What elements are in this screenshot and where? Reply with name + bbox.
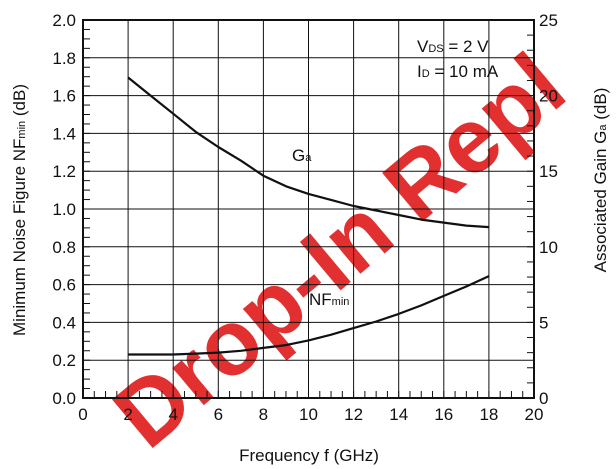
x-tick-labels: 0 2 4 6 8 10 12 14 16 18 20 bbox=[78, 405, 543, 424]
y-left-tick-label: 1.8 bbox=[52, 49, 76, 68]
y-left-tick-label: 0.8 bbox=[52, 238, 76, 257]
grid bbox=[83, 20, 534, 398]
y-left-tick-label: 2.0 bbox=[52, 11, 76, 30]
x-tick-label: 8 bbox=[259, 405, 268, 424]
series-line-nfmin bbox=[128, 275, 490, 356]
y-left-tick-label: 0.4 bbox=[52, 313, 76, 332]
series-line-ga bbox=[127, 76, 489, 229]
series-label-ga: Ga bbox=[292, 146, 312, 165]
y-left-tick-label: 0.2 bbox=[52, 351, 76, 370]
x-tick-label: 4 bbox=[168, 405, 177, 424]
y-right-tick-label: 10 bbox=[539, 238, 558, 257]
y-left-tick-label: 0.6 bbox=[52, 276, 76, 295]
y-left-tick-label: 1.2 bbox=[52, 162, 76, 181]
plot-frame bbox=[82, 19, 535, 399]
y-right-tick-label: 15 bbox=[539, 162, 558, 181]
watermark-text: Drop-In Repl bbox=[95, 34, 583, 467]
y-left-tick-labels: 0.0 0.2 0.4 0.6 0.8 1.0 1.2 1.4 1.6 1.8 2.0 bbox=[52, 11, 76, 408]
y-right-tick-labels: 0 5 10 15 20 25 bbox=[539, 11, 558, 408]
x-tick-label: 14 bbox=[389, 405, 408, 424]
y-right-tick-label: 25 bbox=[539, 11, 558, 30]
x-tick-label: 10 bbox=[299, 405, 318, 424]
y-right-tick-label: 5 bbox=[539, 313, 548, 332]
x-tick-label: 2 bbox=[123, 405, 132, 424]
y-left-tick-label: 1.6 bbox=[52, 87, 76, 106]
condition-vds: VDS = 2 V bbox=[417, 37, 489, 56]
series-label-nfmin: NFmin bbox=[309, 290, 349, 309]
y-right-tick-label: 0 bbox=[539, 389, 548, 408]
y-left-axis-title: Minimum Noise Figure NFmin (dB) bbox=[10, 84, 29, 336]
watermark: Drop-In Repl bbox=[95, 34, 583, 467]
y-left-tick-label: 1.0 bbox=[52, 200, 76, 219]
y-left-tick-label: 1.4 bbox=[52, 124, 76, 143]
x-tick-label: 16 bbox=[434, 405, 453, 424]
x-tick-label: 12 bbox=[344, 405, 363, 424]
x-axis-title: Frequency f (GHz) bbox=[239, 446, 379, 465]
y-left-tick-label: 0.0 bbox=[52, 389, 76, 408]
condition-id: ID = 10 mA bbox=[417, 62, 499, 81]
minor-ticks bbox=[82, 19, 535, 399]
x-tick-label: 18 bbox=[479, 405, 498, 424]
series bbox=[127, 76, 490, 356]
y-right-tick-label: 20 bbox=[539, 87, 558, 106]
labels: Frequency f (GHz) Minimum Noise Figure NF… bbox=[10, 37, 610, 465]
x-tick-label: 6 bbox=[214, 405, 223, 424]
y-right-axis-title: Associated Gain Ga (dB) bbox=[591, 88, 610, 273]
x-tick-label: 20 bbox=[525, 405, 544, 424]
x-tick-label: 0 bbox=[78, 405, 87, 424]
